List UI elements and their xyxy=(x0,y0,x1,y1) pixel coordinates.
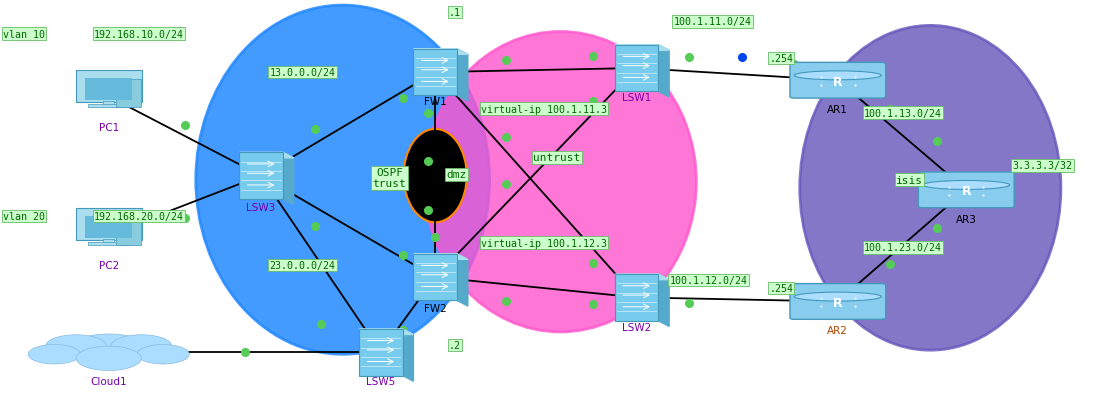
Text: .254: .254 xyxy=(769,284,793,293)
Polygon shape xyxy=(240,153,293,158)
Polygon shape xyxy=(359,329,413,335)
Text: 3.3.3.3/32: 3.3.3.3/32 xyxy=(1012,161,1073,171)
FancyBboxPatch shape xyxy=(115,80,141,107)
Text: R: R xyxy=(833,75,843,88)
Text: R: R xyxy=(833,296,843,309)
FancyBboxPatch shape xyxy=(614,275,658,321)
Text: 192.168.10.0/24: 192.168.10.0/24 xyxy=(95,30,185,39)
Polygon shape xyxy=(413,50,468,55)
Ellipse shape xyxy=(923,181,1010,190)
Text: 100.1.11.0/24: 100.1.11.0/24 xyxy=(674,17,752,27)
Text: LSW3: LSW3 xyxy=(246,202,276,212)
Text: vlan 10: vlan 10 xyxy=(3,30,45,39)
FancyBboxPatch shape xyxy=(413,254,457,301)
FancyBboxPatch shape xyxy=(115,218,141,245)
Text: FW1: FW1 xyxy=(424,96,446,106)
FancyBboxPatch shape xyxy=(103,102,114,107)
Polygon shape xyxy=(402,329,413,381)
Text: virtual-ip 100.1.12.3: virtual-ip 100.1.12.3 xyxy=(481,238,607,248)
Text: Cloud1: Cloud1 xyxy=(90,377,127,386)
Text: R: R xyxy=(962,185,972,198)
Text: FW2: FW2 xyxy=(424,303,446,313)
FancyBboxPatch shape xyxy=(88,243,130,245)
Text: LSW5: LSW5 xyxy=(366,377,396,386)
Ellipse shape xyxy=(800,26,1061,350)
Ellipse shape xyxy=(424,32,697,332)
Text: isis: isis xyxy=(896,175,923,185)
Polygon shape xyxy=(614,46,669,51)
Text: dmz: dmz xyxy=(447,170,467,180)
FancyBboxPatch shape xyxy=(76,70,142,102)
FancyBboxPatch shape xyxy=(103,239,114,244)
Ellipse shape xyxy=(795,72,881,81)
Polygon shape xyxy=(457,254,468,306)
FancyBboxPatch shape xyxy=(919,173,1014,208)
Circle shape xyxy=(45,335,107,358)
Text: PC2: PC2 xyxy=(99,260,119,270)
Polygon shape xyxy=(457,50,468,102)
Text: .254: .254 xyxy=(769,54,793,64)
Text: 100.1.12.0/24: 100.1.12.0/24 xyxy=(669,275,747,285)
FancyBboxPatch shape xyxy=(86,79,132,100)
FancyBboxPatch shape xyxy=(240,153,282,200)
FancyBboxPatch shape xyxy=(76,208,142,241)
FancyBboxPatch shape xyxy=(359,329,402,376)
Text: LSW1: LSW1 xyxy=(622,93,651,103)
Ellipse shape xyxy=(196,6,489,354)
Text: PC1: PC1 xyxy=(99,123,119,132)
Polygon shape xyxy=(658,46,669,98)
Text: .1: .1 xyxy=(448,8,460,18)
Ellipse shape xyxy=(403,130,467,223)
Text: 13.0.0.0/24: 13.0.0.0/24 xyxy=(269,68,335,78)
Polygon shape xyxy=(282,153,293,205)
Text: 100.1.23.0/24: 100.1.23.0/24 xyxy=(864,243,942,253)
Text: vlan 20: vlan 20 xyxy=(3,212,45,222)
Circle shape xyxy=(70,334,147,362)
Text: OSPF
trust: OSPF trust xyxy=(373,167,407,189)
FancyBboxPatch shape xyxy=(790,284,886,320)
Text: AR1: AR1 xyxy=(828,105,848,115)
Text: untrust: untrust xyxy=(533,153,580,163)
Text: .2: .2 xyxy=(448,340,460,350)
Polygon shape xyxy=(658,275,669,326)
Text: virtual-ip 100.1.11.3: virtual-ip 100.1.11.3 xyxy=(481,104,607,114)
Ellipse shape xyxy=(795,292,881,301)
Text: 23.0.0.0/24: 23.0.0.0/24 xyxy=(269,260,335,270)
Circle shape xyxy=(111,335,171,358)
Circle shape xyxy=(137,345,189,364)
Circle shape xyxy=(76,346,142,371)
FancyBboxPatch shape xyxy=(86,217,132,238)
FancyBboxPatch shape xyxy=(88,105,130,107)
Polygon shape xyxy=(614,275,669,280)
Text: AR2: AR2 xyxy=(828,325,848,335)
FancyBboxPatch shape xyxy=(614,46,658,92)
Polygon shape xyxy=(413,254,468,260)
Text: AR3: AR3 xyxy=(956,215,977,224)
FancyBboxPatch shape xyxy=(790,63,886,99)
Text: LSW2: LSW2 xyxy=(622,322,651,332)
Circle shape xyxy=(29,345,80,364)
Text: 100.1.13.0/24: 100.1.13.0/24 xyxy=(864,109,942,118)
FancyBboxPatch shape xyxy=(413,50,457,96)
Text: 192.168.20.0/24: 192.168.20.0/24 xyxy=(95,212,185,222)
